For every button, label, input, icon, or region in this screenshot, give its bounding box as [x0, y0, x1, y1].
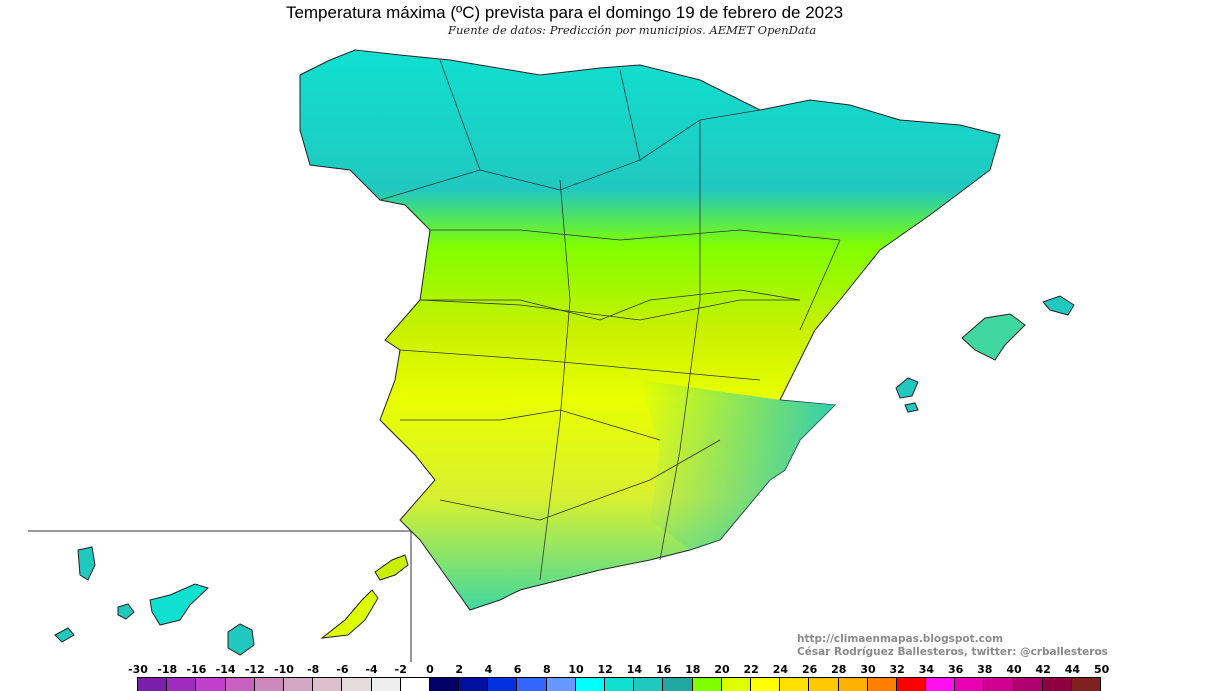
legend-swatch — [283, 677, 314, 691]
legend-swatch — [400, 677, 430, 691]
legend-swatch — [721, 677, 751, 691]
legend-label: 2 — [455, 663, 464, 676]
legend-label: 16 — [655, 663, 672, 676]
legend-label: -18 — [157, 663, 178, 676]
lanzarote — [374, 554, 409, 581]
legend-label: -12 — [244, 663, 265, 676]
legend-swatch — [605, 677, 635, 691]
legend-swatch — [429, 677, 460, 691]
legend-swatch — [750, 677, 781, 691]
legend-swatch — [167, 677, 197, 691]
legend-swatch — [196, 677, 226, 691]
legend-label: -6 — [336, 663, 349, 676]
legend-label: 0 — [426, 663, 434, 676]
legend-swatch — [896, 677, 927, 691]
legend-swatch — [780, 677, 810, 691]
legend-label: 40 — [1006, 663, 1022, 676]
legend-label: 28 — [831, 663, 847, 676]
legend-swatch — [663, 677, 693, 691]
legend-swatch — [984, 677, 1014, 691]
mallorca — [961, 313, 1026, 361]
legend-label: 10 — [568, 663, 584, 676]
legend-swatch — [342, 677, 372, 691]
legend-swatch — [692, 677, 722, 691]
legend-label: -4 — [365, 663, 378, 676]
el-hierro — [54, 627, 75, 643]
legend-label: -30 — [128, 663, 148, 676]
legend-label: 34 — [918, 663, 935, 676]
legend-label: -10 — [274, 663, 294, 676]
legend-swatch — [634, 677, 664, 691]
legend-label: 26 — [801, 663, 818, 676]
province-borders — [420, 289, 801, 321]
canary-inset — [28, 530, 412, 662]
legend-label: 24 — [772, 663, 789, 676]
legend-label: 32 — [889, 663, 905, 676]
legend-label: -14 — [215, 663, 236, 676]
legend-labels: -30 -18 -16 -14 -12 -10 -8 -6 -4 -2 0 2 4 6 8 10 12 14 16 1… — [0, 663, 1229, 677]
legend-swatch — [1072, 677, 1102, 691]
formentera — [904, 402, 919, 413]
legend-swatch — [1013, 677, 1043, 691]
credits-author: César Rodríguez Ballesteros, twitter: @c… — [797, 646, 1108, 658]
legend-label: 42 — [1035, 663, 1051, 676]
gran-canaria — [227, 623, 255, 656]
legend-label: -2 — [394, 663, 407, 676]
tenerife — [149, 583, 209, 626]
legend-swatch — [517, 677, 547, 691]
legend-label: 22 — [743, 663, 759, 676]
credits-url[interactable]: http://climaenmapas.blogspot.com — [797, 633, 1004, 645]
legend-swatch — [809, 677, 839, 691]
legend-swatch — [138, 677, 168, 691]
credits: http://climaenmapas.blogspot.com César R… — [797, 633, 1108, 659]
legend-swatch — [575, 677, 605, 691]
ibiza — [895, 377, 919, 399]
legend-label: 8 — [542, 663, 551, 676]
legend-label: 38 — [977, 663, 993, 676]
legend-label: 6 — [513, 663, 522, 676]
la-palma — [77, 546, 96, 581]
legend-swatch — [955, 677, 985, 691]
peninsula-shape — [299, 49, 1001, 611]
menorca — [1042, 295, 1075, 316]
legend-swatch — [926, 677, 956, 691]
map-title: Temperatura máxima (ºC) prevista para el… — [285, 3, 844, 22]
legend-swatch — [459, 677, 489, 691]
legend-label: 44 — [1064, 663, 1081, 676]
legend-label: 18 — [685, 663, 701, 676]
legend-label: 12 — [597, 663, 613, 676]
legend-swatch — [1042, 677, 1072, 691]
fuerteventura — [320, 589, 379, 639]
map-subtitle: Fuente de datos: Predicción por municipi… — [448, 23, 817, 37]
legend-swatch — [546, 677, 576, 691]
east-coast-shading — [640, 380, 835, 550]
peninsula — [299, 49, 1001, 611]
legend-label: -16 — [186, 663, 207, 676]
legend-label: 36 — [947, 663, 964, 676]
legend-label: 30 — [860, 663, 876, 676]
legend-label: -8 — [307, 663, 320, 676]
legend-color-bar — [137, 677, 1102, 691]
legend-label: 20 — [714, 663, 730, 676]
legend-label: 14 — [626, 663, 643, 676]
legend-swatch — [867, 677, 897, 691]
balearic-islands — [895, 295, 1075, 413]
la-gomera — [117, 603, 135, 620]
legend-swatch — [838, 677, 868, 691]
legend-swatch — [488, 677, 518, 691]
legend-swatch — [313, 677, 343, 691]
legend-swatch — [254, 677, 284, 691]
legend-swatch — [371, 677, 401, 691]
legend-label: 50 — [1093, 663, 1110, 676]
legend-swatch — [225, 677, 255, 691]
legend-label: 4 — [484, 663, 493, 676]
region-borders — [379, 59, 841, 581]
